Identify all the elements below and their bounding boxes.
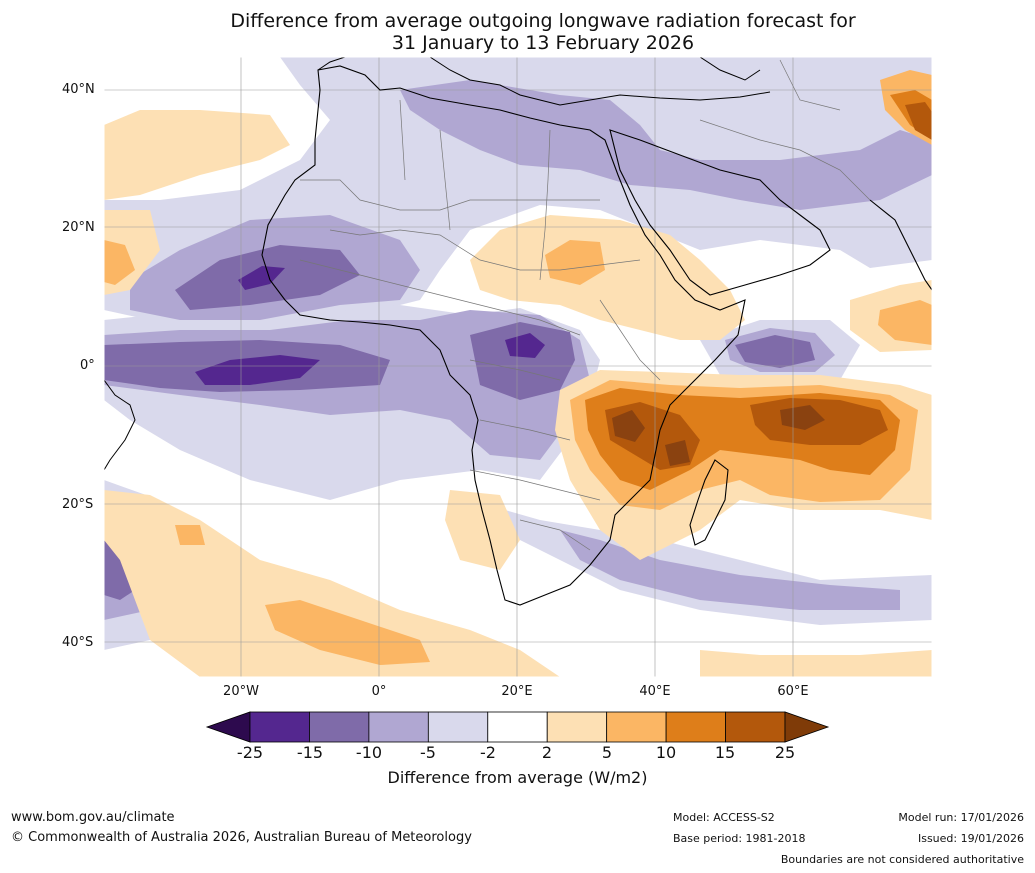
contour-light-orange-nw bbox=[104, 110, 290, 295]
lon-label-0: 0° bbox=[371, 684, 387, 699]
colorbar-tick: 5 bbox=[601, 743, 613, 762]
colorbar-segment bbox=[368, 711, 429, 743]
south-america-coastline bbox=[104, 379, 136, 471]
contour-peak-east-africa bbox=[612, 405, 825, 466]
contour-light-purple-south bbox=[104, 480, 932, 650]
colorbar-segment bbox=[606, 711, 667, 743]
map-frame bbox=[103, 56, 933, 678]
country-borders bbox=[299, 59, 871, 551]
footer-disclaimer: Boundaries are not considered authoritat… bbox=[780, 853, 1024, 866]
footer-model: Model: ACCESS-S2 bbox=[673, 811, 775, 824]
colorbar-tick: -10 bbox=[355, 743, 383, 762]
colorbar-segment bbox=[725, 711, 786, 743]
lon-label-60e: 60°E bbox=[777, 684, 809, 699]
contour-light-orange-southeast bbox=[700, 650, 932, 677]
colorbar-tick: -5 bbox=[420, 743, 436, 762]
colorbar-tick: 25 bbox=[774, 743, 796, 762]
lat-label-0: 0° bbox=[80, 358, 95, 373]
colorbar-tick: 15 bbox=[714, 743, 736, 762]
africa-coastline bbox=[261, 65, 746, 606]
colorbar-segment bbox=[546, 711, 608, 743]
lon-label-20e: 20°E bbox=[501, 684, 533, 699]
map-title: Difference from average outgoing longwav… bbox=[0, 10, 1035, 54]
europe-coastline bbox=[317, 57, 771, 106]
colorbar bbox=[205, 711, 830, 743]
contour-medium-orange-southwest bbox=[175, 525, 430, 665]
contour-medium-purple-south bbox=[104, 500, 900, 620]
colorbar-segment bbox=[309, 711, 370, 743]
colorbar-label: Difference from average (W/m2) bbox=[387, 768, 648, 787]
contour-medium-orange-sahel bbox=[545, 240, 605, 285]
madagascar-coastline bbox=[689, 459, 729, 546]
arabia-coastline bbox=[609, 129, 831, 296]
colorbar-tick: 10 bbox=[655, 743, 677, 762]
lat-label-20s: 20°S bbox=[62, 497, 94, 512]
colorbar-segment bbox=[427, 711, 489, 743]
anomaly-field bbox=[104, 57, 932, 677]
colorbar-segment bbox=[249, 711, 310, 743]
lat-label-40n: 40°N bbox=[62, 82, 95, 97]
footer-base-period: Base period: 1981-2018 bbox=[673, 832, 806, 845]
contour-light-orange-south bbox=[104, 490, 560, 677]
contour-deep-purple-congo bbox=[505, 333, 545, 358]
footer-copyright: © Commonwealth of Australia 2026, Austra… bbox=[11, 830, 472, 845]
contour-brown-iran bbox=[905, 102, 932, 140]
colorbar-tick: -25 bbox=[236, 743, 264, 762]
contour-light-orange-sahel bbox=[470, 215, 745, 340]
colorbar-extend-low bbox=[205, 711, 251, 743]
contour-medium-orange-arabian-sea bbox=[878, 300, 932, 345]
lon-label-20w: 20°W bbox=[223, 684, 259, 699]
contour-deep-purple-west bbox=[238, 266, 285, 290]
colorbar-tick: 2 bbox=[541, 743, 553, 762]
lon-label-40e: 40°E bbox=[639, 684, 671, 699]
contour-medium-orange-west-africa bbox=[104, 240, 135, 285]
lat-label-20n: 20°N bbox=[62, 220, 95, 235]
colorbar-segment bbox=[487, 711, 548, 743]
footer-issued: Issued: 19/01/2026 bbox=[917, 832, 1024, 845]
title-line-2: 31 January to 13 February 2026 bbox=[391, 32, 695, 54]
colorbar-tick: -2 bbox=[480, 743, 496, 762]
contour-medium-purple-north bbox=[400, 80, 932, 210]
graticule bbox=[104, 57, 932, 677]
footer-website: www.bom.gov.au/climate bbox=[11, 810, 175, 825]
footer-model-run: Model run: 17/01/2026 bbox=[898, 811, 1024, 824]
india-coastline bbox=[869, 199, 932, 291]
colorbar-extend-high bbox=[784, 711, 830, 743]
lat-label-40s: 40°S bbox=[62, 635, 94, 650]
contour-dark-purple-east bbox=[735, 335, 815, 368]
contour-deep-purple-equator bbox=[195, 355, 320, 385]
title-line-1: Difference from average outgoing longwav… bbox=[230, 10, 856, 32]
colorbar-segment bbox=[665, 711, 726, 743]
colorbar-tick: -15 bbox=[296, 743, 324, 762]
